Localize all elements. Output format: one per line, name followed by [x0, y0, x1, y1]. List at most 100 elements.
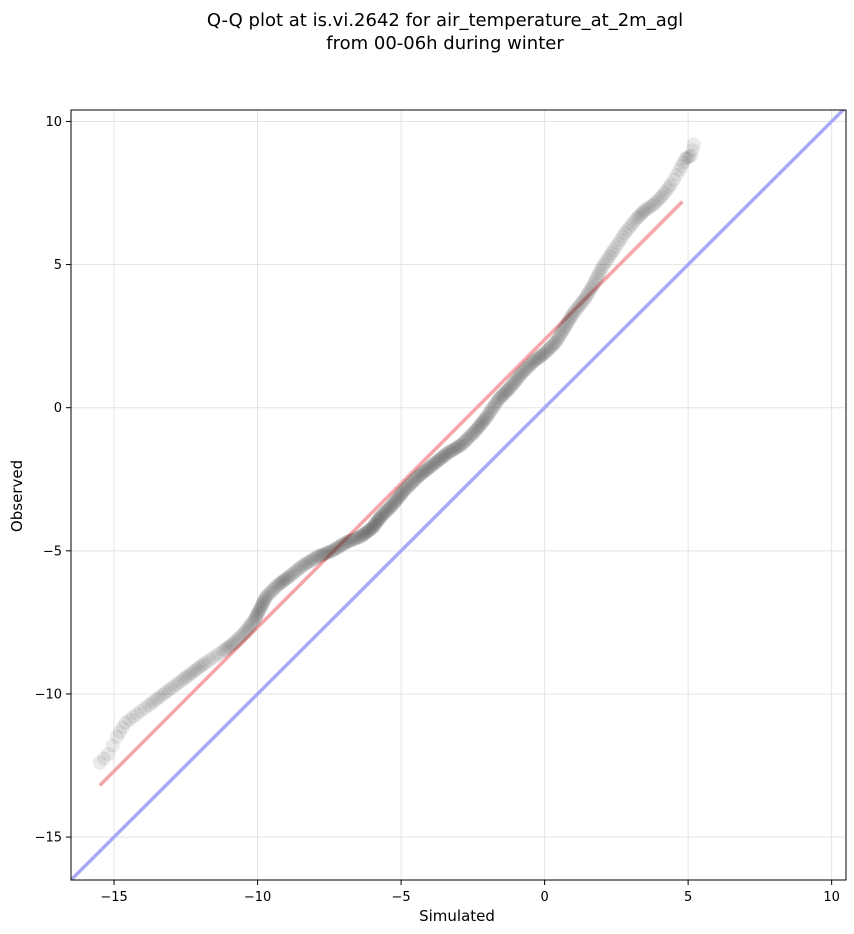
qq-point — [561, 314, 576, 329]
qq-point — [398, 482, 413, 497]
qq-point — [572, 298, 587, 313]
qq-point — [644, 198, 659, 213]
qq-point — [433, 451, 448, 466]
qq-point — [627, 214, 642, 229]
x-axis-label: Simulated — [419, 907, 495, 925]
qq-point — [280, 570, 295, 585]
qq-point — [198, 655, 213, 670]
y-tick-label: −15 — [35, 831, 62, 846]
qq-point — [167, 679, 182, 694]
qq-point — [540, 343, 555, 358]
qq-point — [672, 163, 687, 178]
qq-point — [205, 650, 220, 665]
qq-point — [587, 274, 602, 289]
qq-point — [600, 251, 615, 266]
qq-point — [150, 691, 165, 706]
qq-point — [442, 444, 457, 459]
qq-point — [357, 526, 372, 541]
qq-point — [158, 685, 173, 700]
qq-point — [432, 452, 447, 467]
qq-point — [192, 660, 207, 675]
qq-point — [536, 347, 551, 362]
qq-point — [509, 372, 524, 387]
qq-point — [185, 665, 200, 680]
qq-point — [296, 558, 311, 573]
qq-point — [253, 601, 268, 616]
qq-point — [620, 223, 635, 238]
qq-point — [551, 330, 566, 345]
qq-point — [465, 426, 480, 441]
qq-point — [249, 609, 264, 624]
qq-point — [549, 334, 564, 349]
qq-point — [423, 460, 438, 475]
qq-point — [334, 538, 349, 553]
qq-point — [282, 569, 297, 584]
qq-point — [376, 507, 391, 522]
qq-point — [576, 293, 591, 308]
qq-point — [241, 620, 256, 635]
qq-point — [337, 536, 352, 551]
qq-point — [312, 548, 327, 563]
qq-point — [363, 522, 378, 537]
qq-point — [513, 367, 528, 382]
qq-point — [323, 544, 338, 559]
qq-point — [342, 533, 357, 548]
qq-point — [494, 389, 509, 404]
qq-point — [366, 519, 381, 534]
qq-point — [640, 201, 655, 216]
qq-point — [642, 200, 657, 215]
qq-point — [276, 573, 291, 588]
qq-point — [175, 672, 190, 687]
qq-point — [682, 149, 697, 164]
qq-point — [552, 328, 567, 343]
qq-point — [451, 439, 466, 454]
qq-point — [415, 466, 430, 481]
qq-point — [386, 496, 401, 511]
qq-point — [368, 516, 383, 531]
qq-point — [419, 463, 434, 478]
qq-point — [563, 310, 578, 325]
qq-point — [374, 509, 388, 524]
y-tick-label: 10 — [45, 115, 62, 130]
qq-point — [317, 546, 332, 561]
qq-point — [233, 629, 248, 644]
qq-point — [503, 380, 518, 395]
qq-point — [565, 308, 580, 323]
x-tick-label: −15 — [100, 890, 127, 905]
qq-point — [411, 469, 426, 484]
qq-point — [481, 407, 496, 422]
qq-point — [301, 554, 316, 569]
qq-point — [229, 633, 244, 648]
qq-point — [344, 533, 359, 548]
qq-point — [484, 403, 499, 418]
qq-point — [638, 203, 653, 218]
qq-point — [379, 503, 394, 518]
qq-point — [219, 641, 234, 656]
qq-point — [355, 528, 370, 543]
qq-point — [680, 150, 695, 165]
qq-point — [676, 155, 691, 170]
qq-point — [469, 422, 484, 437]
qq-point — [650, 193, 665, 208]
qq-point — [550, 332, 565, 347]
qq-point — [438, 447, 453, 462]
qq-point — [356, 527, 371, 542]
qq-point — [508, 374, 523, 389]
qq-point — [408, 471, 423, 486]
qq-point — [462, 429, 477, 444]
qq-point — [385, 498, 400, 513]
qq-point — [617, 226, 632, 241]
qq-point — [417, 464, 432, 479]
qq-point — [137, 701, 152, 716]
qq-point — [358, 526, 373, 541]
qq-point — [231, 631, 246, 646]
qq-point — [273, 576, 288, 591]
qq-point — [537, 346, 552, 361]
qq-point — [126, 709, 141, 724]
qq-point — [372, 511, 387, 526]
qq-point — [373, 510, 388, 525]
qq-point — [147, 694, 162, 709]
qq-point — [225, 636, 240, 651]
qq-point — [390, 491, 405, 506]
qq-point — [460, 432, 475, 447]
